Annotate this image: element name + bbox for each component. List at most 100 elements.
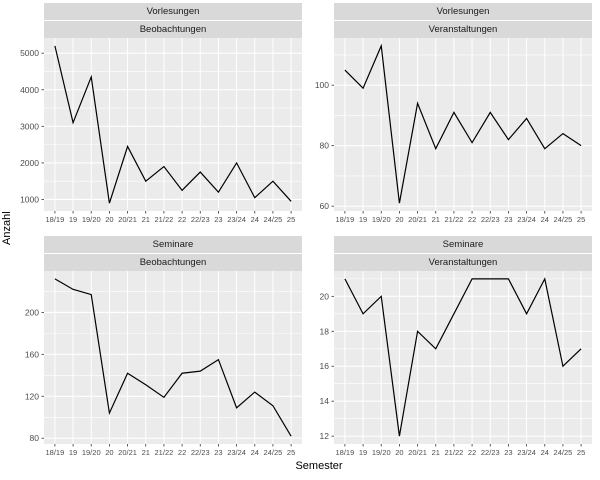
x-tick-label: 22/23 — [191, 215, 210, 224]
y-tick-label: 1000 — [20, 194, 39, 204]
facet-strip-col: Beobachtungen — [44, 254, 302, 271]
y-tick-label: 20 — [320, 291, 330, 301]
x-tick-label: 19 — [359, 448, 367, 457]
plot-panel-vorlesungen-beobachtungen: 1000 2000 3000 4000 5000 18/19 19 19/20 20 20/21 2… — [20, 38, 302, 224]
facet-strip-row: Vorlesungen — [334, 3, 592, 20]
y-tick-label: 3000 — [20, 121, 39, 131]
x-tick-label: 20/21 — [118, 448, 137, 457]
x-tick-label: 23 — [504, 448, 512, 457]
x-tick-label: 21/22 — [445, 448, 464, 457]
y-tick-label: 120 — [25, 391, 39, 401]
facet-vorlesungen-beobachtungen: Vorlesungen Beobachtungen 1000 2000 3000 40… — [14, 3, 304, 226]
x-tick-label: 25 — [287, 448, 295, 457]
x-tick-label: 22 — [468, 448, 476, 457]
data-line — [344, 277, 582, 437]
x-tick-label: 25 — [287, 215, 295, 224]
facet-strip-col: Veranstaltungen — [334, 21, 592, 38]
y-tick-label: 12 — [320, 431, 330, 441]
x-tick-label: 20 — [395, 215, 403, 224]
x-tick-label: 20/21 — [408, 215, 427, 224]
x-tick-label: 18/19 — [46, 215, 65, 224]
x-axis-title: Semester — [295, 460, 343, 472]
y-tick-label: 100 — [315, 80, 329, 90]
plot-panel-vorlesungen-veranstaltungen: 60 80 100 18/19 19 19/20 20 20/21 21 21/22 22 22/23… — [315, 38, 592, 224]
x-tick-label: 24/25 — [264, 215, 283, 224]
x-tick-label: 23 — [214, 448, 222, 457]
facet-grid: Vorlesungen Beobachtungen 1000 2000 3000 40… — [14, 3, 594, 459]
y-tick-label: 5000 — [20, 48, 39, 58]
x-tick-label: 21 — [142, 448, 150, 457]
y-axis-title: Anzahl — [1, 211, 13, 245]
facet-strip-col: Beobachtungen — [44, 21, 302, 38]
x-tick-label: 20/21 — [408, 448, 427, 457]
x-tick-label: 23/24 — [227, 448, 246, 457]
panel-background — [334, 38, 592, 211]
y-tick-label: 2000 — [20, 158, 39, 168]
y-tick-label: 60 — [320, 201, 330, 211]
x-tick-label: 24 — [251, 215, 259, 224]
x-tick-label: 24 — [541, 448, 549, 457]
x-tick-label: 23/24 — [227, 215, 246, 224]
facet-seminare-veranstaltungen: Seminare Veranstaltungen 12 14 16 18 20 18/19… — [304, 236, 594, 459]
x-tick-label: 24 — [541, 215, 549, 224]
x-tick-label: 22 — [178, 448, 186, 457]
x-tick-label: 22 — [468, 215, 476, 224]
x-tick-label: 18/19 — [336, 215, 355, 224]
x-tick-label: 19/20 — [82, 215, 101, 224]
plot-panel-seminare-beobachtungen: 80 120 160 200 18/19 19 19/20 20 20/21 21 21/22 22 2… — [25, 271, 302, 457]
x-tick-label: 21/22 — [445, 215, 464, 224]
y-tick-label: 80 — [30, 433, 40, 443]
x-tick-label: 21/22 — [155, 215, 174, 224]
x-tick-label: 22/23 — [191, 448, 210, 457]
y-tick-label: 16 — [320, 361, 330, 371]
x-tick-label: 22/23 — [481, 215, 500, 224]
data-line — [344, 43, 582, 204]
facet-strip-row: Seminare — [44, 236, 302, 253]
y-tick-label: 14 — [320, 396, 330, 406]
x-tick-label: 22 — [178, 215, 186, 224]
x-tick-label: 21/22 — [155, 448, 174, 457]
y-tick-label: 200 — [25, 307, 39, 317]
data-line — [54, 278, 292, 437]
data-line — [54, 45, 292, 204]
x-tick-label: 24/25 — [264, 448, 283, 457]
x-tick-label: 21 — [142, 215, 150, 224]
x-tick-label: 24 — [251, 448, 259, 457]
x-tick-label: 20 — [105, 448, 113, 457]
x-tick-label: 23/24 — [517, 215, 536, 224]
x-tick-label: 19 — [69, 448, 77, 457]
plot-panel-seminare-veranstaltungen: 12 14 16 18 20 18/19 19 19/20 20 20/21 21 21/22 22 22… — [320, 271, 592, 457]
facet-vorlesungen-veranstaltungen: Vorlesungen Veranstaltungen 60 80 100 18/19… — [304, 3, 594, 226]
facet-seminare-beobachtungen: Seminare Beobachtungen 80 120 160 200 18/19 1… — [14, 236, 304, 459]
facet-strip-row: Vorlesungen — [44, 3, 302, 20]
x-tick-label: 21 — [432, 215, 440, 224]
facet-strip-col: Veranstaltungen — [334, 254, 592, 271]
x-tick-label: 18/19 — [336, 448, 355, 457]
x-tick-label: 25 — [577, 448, 585, 457]
x-tick-label: 19/20 — [372, 448, 391, 457]
x-tick-label: 19/20 — [82, 448, 101, 457]
x-tick-label: 22/23 — [481, 448, 500, 457]
panel-background — [44, 38, 302, 211]
x-tick-label: 18/19 — [46, 448, 65, 457]
x-tick-label: 20 — [105, 215, 113, 224]
panel-background — [44, 271, 302, 444]
x-tick-label: 23 — [214, 215, 222, 224]
x-tick-label: 20/21 — [118, 215, 137, 224]
x-tick-label: 23/24 — [517, 448, 536, 457]
x-tick-label: 21 — [432, 448, 440, 457]
x-tick-label: 19 — [69, 215, 77, 224]
x-tick-label: 19/20 — [372, 215, 391, 224]
x-tick-label: 24/25 — [554, 215, 573, 224]
x-tick-label: 19 — [359, 215, 367, 224]
x-tick-label: 23 — [504, 215, 512, 224]
x-tick-label: 25 — [577, 215, 585, 224]
x-tick-label: 20 — [395, 448, 403, 457]
y-tick-label: 80 — [320, 141, 330, 151]
facet-strip-row: Seminare — [334, 236, 592, 253]
y-tick-label: 4000 — [20, 85, 39, 95]
x-tick-label: 24/25 — [554, 448, 573, 457]
y-tick-label: 18 — [320, 326, 330, 336]
y-tick-label: 160 — [25, 349, 39, 359]
